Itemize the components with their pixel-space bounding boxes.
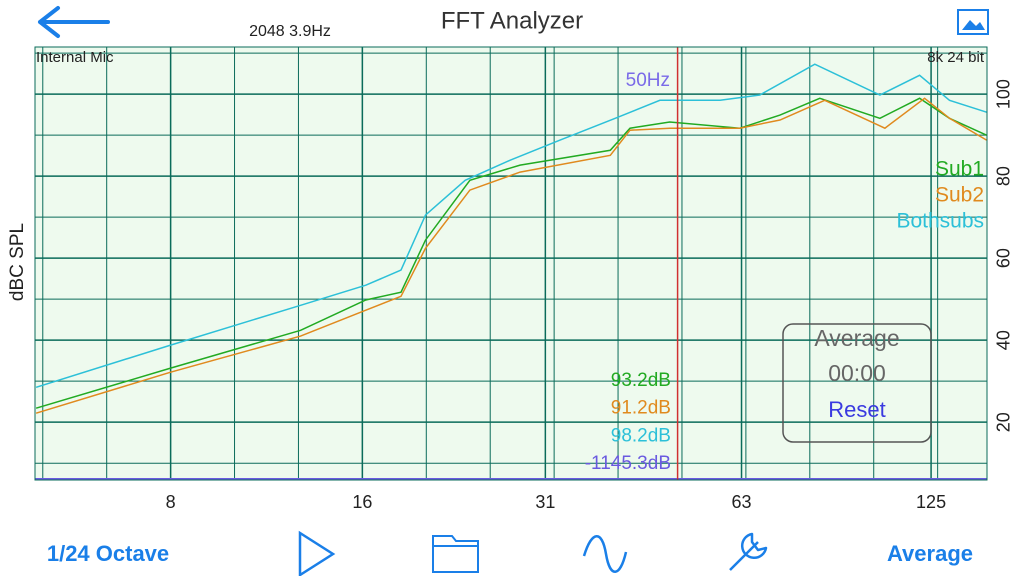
play-button[interactable]	[298, 530, 336, 578]
y-tick-label: 60	[994, 248, 1014, 268]
plot-area	[35, 47, 987, 480]
cursor-readout: -1145.3dB	[585, 453, 671, 474]
x-tick-label: 16	[352, 492, 372, 512]
y-tick-label: 20	[994, 412, 1014, 432]
y-tick-label: 100	[994, 79, 1014, 109]
reset-button[interactable]: Reset	[828, 397, 885, 422]
legend-entry: Sub2	[935, 184, 984, 207]
legend-entry: Sub1	[935, 158, 984, 181]
average-panel	[782, 323, 932, 443]
y-axis-label: dBC SPL	[7, 223, 28, 301]
cursor-readout: 91.2dB	[611, 398, 671, 419]
x-tick-label: 63	[732, 492, 752, 512]
x-tick-label: 125	[916, 492, 946, 512]
y-tick-label: 40	[994, 330, 1014, 350]
series-line	[35, 63, 987, 389]
average-time: 00:00	[828, 360, 886, 386]
input-label: Internal Mic	[36, 49, 114, 66]
cursor-readout: 98.2dB	[611, 425, 671, 446]
settings-button[interactable]	[729, 532, 768, 571]
fft-info: 2048 3.9Hz	[249, 23, 331, 40]
image-button[interactable]	[957, 9, 989, 35]
cursor-label: 50Hz	[626, 70, 670, 91]
back-button[interactable]	[38, 6, 110, 38]
folder-button[interactable]	[432, 535, 479, 573]
cursor-readout: 93.2dB	[611, 370, 671, 391]
series-line	[35, 97, 987, 414]
average-title: Average	[814, 325, 899, 351]
format-label: 8k 24 bit	[927, 49, 985, 66]
plot-border	[34, 46, 988, 481]
average-mode-button[interactable]: Average	[887, 541, 973, 566]
y-tick-label: 80	[994, 166, 1014, 186]
title: FFT Analyzer	[441, 7, 583, 34]
signal-button[interactable]	[582, 535, 628, 573]
resolution-button[interactable]: 1/24 Octave	[47, 541, 169, 566]
x-tick-label: 31	[535, 492, 555, 512]
x-tick-label: 8	[166, 492, 176, 512]
series-line	[35, 97, 987, 409]
legend-entry: Bothsubs	[896, 210, 984, 233]
